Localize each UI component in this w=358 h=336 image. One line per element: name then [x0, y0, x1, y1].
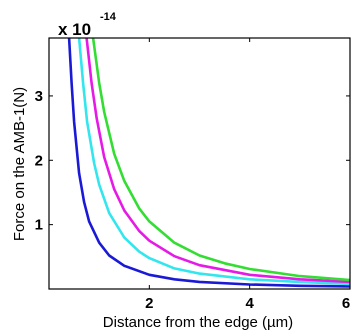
- series-line-3: [85, 37, 351, 284]
- series-line-2: [77, 37, 351, 286]
- y-tick-label: 2: [35, 152, 43, 169]
- exponent-base: x 10: [58, 20, 91, 39]
- x-axis-label: Distance from the edge (µm): [103, 314, 293, 331]
- x-tick-label: 2: [145, 295, 153, 312]
- series-line-1: [67, 37, 351, 288]
- plot-frame: [48, 37, 351, 290]
- y-tick-label: 3: [35, 88, 43, 105]
- y-tick-label: 1: [35, 217, 43, 234]
- series-line-4: [91, 37, 351, 282]
- x-tick-label: 4: [245, 295, 254, 312]
- series-layer: [67, 37, 351, 288]
- y-axis-label: Force on the AMB-1(N): [11, 87, 28, 241]
- x-tick-label: 6: [342, 295, 350, 312]
- exponent-power: -14: [100, 11, 117, 23]
- tick-layer: 2 4 6 1 2 3: [35, 38, 351, 312]
